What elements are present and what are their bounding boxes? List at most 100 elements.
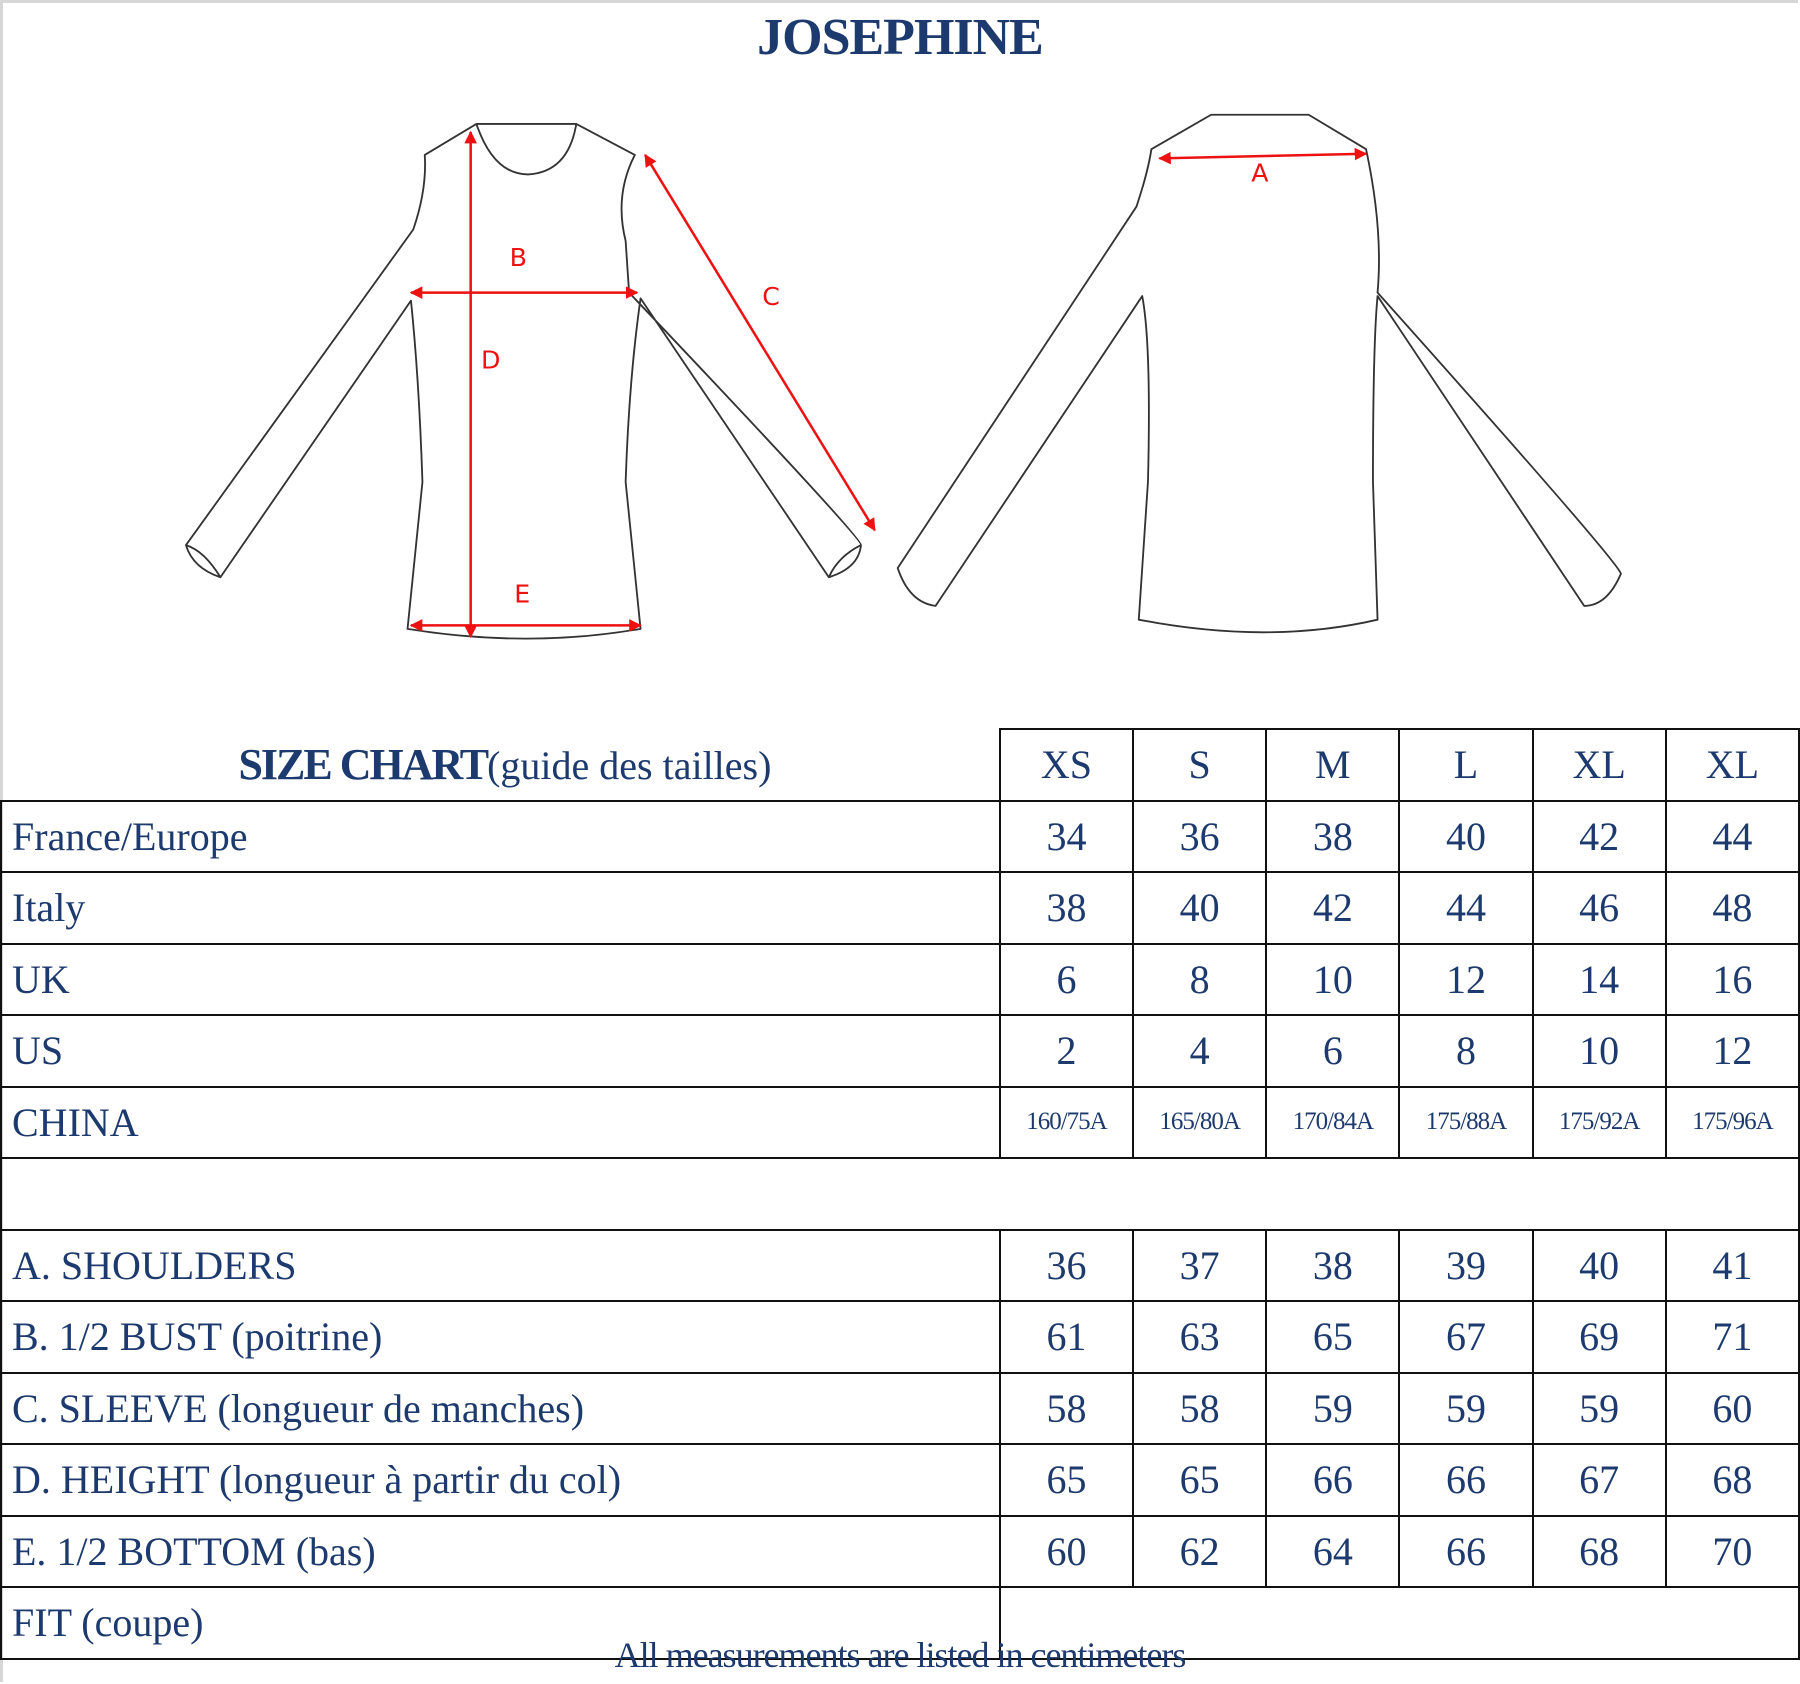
- size-value: 69: [1531, 1300, 1667, 1374]
- size-value: 37: [1132, 1228, 1268, 1302]
- size-value: 58: [998, 1371, 1135, 1445]
- size-value: 48: [1664, 871, 1800, 945]
- size-chart-heading: SIZE CHART(guide des tailles): [1, 729, 1000, 802]
- row-label: D. HEIGHT (longueur à partir du col): [0, 1443, 1001, 1517]
- garment-diagram: B C D E A: [185, 113, 1622, 640]
- size-value: 38: [998, 871, 1135, 945]
- size-value: 175/88A: [1398, 1085, 1534, 1159]
- size-value: 63: [1132, 1300, 1268, 1374]
- label-c: C: [762, 282, 780, 311]
- arrow-c-sleeve: [644, 153, 876, 532]
- size-value: 70: [1664, 1514, 1800, 1588]
- table-row: UK 6 8 10 12 14 16: [0, 942, 1800, 1016]
- size-value: 71: [1664, 1300, 1800, 1374]
- size-value: 41: [1664, 1228, 1800, 1302]
- size-value: 59: [1398, 1371, 1534, 1445]
- size-header-s: S: [1132, 728, 1268, 802]
- size-value: 10: [1531, 1014, 1667, 1088]
- size-value: 46: [1531, 871, 1667, 945]
- size-value: 170/84A: [1265, 1085, 1401, 1159]
- size-chart-table: SIZE CHART(guide des tailles) XS S M L XL XL …: [0, 728, 1800, 1660]
- size-header-l: L: [1398, 728, 1534, 802]
- size-value: 8: [1132, 942, 1268, 1016]
- size-value: 12: [1664, 1014, 1800, 1088]
- row-label: C. SLEEVE (longueur de manches): [0, 1371, 1001, 1445]
- size-value: 60: [998, 1514, 1135, 1588]
- spacer-row: [0, 1157, 1800, 1231]
- size-value: 58: [1132, 1371, 1268, 1445]
- size-value: 160/75A: [998, 1085, 1135, 1159]
- size-value: 68: [1664, 1443, 1800, 1517]
- size-value: 6: [998, 942, 1135, 1016]
- size-value: 59: [1265, 1371, 1401, 1445]
- row-label: France/Europe: [0, 799, 1001, 873]
- row-label: B. 1/2 BUST (poitrine): [0, 1300, 1001, 1374]
- table-row: US 2 4 6 8 10 12: [0, 1014, 1800, 1088]
- size-value: 12: [1398, 942, 1534, 1016]
- size-value: 2: [998, 1014, 1135, 1088]
- size-header-xs: XS: [998, 728, 1135, 802]
- fit-value: [998, 1586, 1800, 1660]
- size-value: 40: [1531, 1228, 1667, 1302]
- label-e: E: [514, 579, 530, 608]
- size-value: 61: [998, 1300, 1135, 1374]
- size-value: 67: [1531, 1443, 1667, 1517]
- front-garment-outline: [185, 123, 862, 640]
- row-label: US: [0, 1014, 1001, 1088]
- size-value: 165/80A: [1132, 1085, 1268, 1159]
- row-label: A. SHOULDERS: [0, 1228, 1001, 1302]
- size-value: 42: [1265, 871, 1401, 945]
- product-title: JOSEPHINE: [757, 9, 1044, 66]
- size-value: 16: [1664, 942, 1800, 1016]
- row-label: E. 1/2 BOTTOM (bas): [0, 1514, 1001, 1588]
- table-row: B. 1/2 BUST (poitrine) 61 63 65 67 69 71: [0, 1300, 1800, 1374]
- size-value: 8: [1398, 1014, 1534, 1088]
- front-neckline: [475, 123, 578, 176]
- table-row: CHINA 160/75A 165/80A 170/84A 175/88A 175/92A…: [0, 1085, 1800, 1159]
- size-value: 68: [1531, 1514, 1667, 1588]
- size-value: 6: [1265, 1014, 1401, 1088]
- size-value: 34: [998, 799, 1135, 873]
- size-value: 66: [1398, 1514, 1534, 1588]
- table-row: A. SHOULDERS 36 37 38 39 40 41: [0, 1228, 1800, 1302]
- size-value: 14: [1531, 942, 1667, 1016]
- size-value: 10: [1265, 942, 1401, 1016]
- size-value: 38: [1265, 1228, 1401, 1302]
- size-value: 38: [1265, 799, 1401, 873]
- size-value: 59: [1531, 1371, 1667, 1445]
- size-value: 65: [1132, 1443, 1268, 1517]
- spacer-cell: [0, 1157, 1800, 1231]
- size-value: 39: [1398, 1228, 1534, 1302]
- size-value: 64: [1265, 1514, 1401, 1588]
- size-value: 62: [1132, 1514, 1268, 1588]
- label-b: B: [510, 243, 527, 272]
- row-label: Italy: [0, 871, 1001, 945]
- size-value: 42: [1531, 799, 1667, 873]
- footer-note: All measurements are listed in centimete…: [614, 1635, 1187, 1675]
- table-row: C. SLEEVE (longueur de manches) 58 58 59 59 5…: [0, 1371, 1800, 1445]
- size-value: 44: [1664, 799, 1800, 873]
- size-header-xl: XL: [1664, 728, 1800, 802]
- size-value: 40: [1398, 799, 1534, 873]
- size-value: 36: [1132, 799, 1268, 873]
- row-label: CHINA: [0, 1085, 1001, 1159]
- size-value: 66: [1398, 1443, 1534, 1517]
- size-value: 40: [1132, 871, 1268, 945]
- table-row: Italy 38 40 42 44 46 48: [0, 871, 1800, 945]
- size-value: 175/96A: [1664, 1085, 1800, 1159]
- size-value: 36: [998, 1228, 1135, 1302]
- size-value: 60: [1664, 1371, 1800, 1445]
- size-value: 65: [998, 1443, 1135, 1517]
- size-header-xl: XL: [1531, 728, 1667, 802]
- fit-row: FIT (coupe): [0, 1586, 1800, 1660]
- size-header-m: M: [1265, 728, 1401, 802]
- label-d: D: [481, 345, 500, 374]
- back-garment-outline: [896, 113, 1622, 634]
- fit-label: FIT (coupe): [0, 1586, 1001, 1660]
- size-value: 175/92A: [1531, 1085, 1667, 1159]
- size-value: 44: [1398, 871, 1534, 945]
- label-a: A: [1251, 158, 1269, 187]
- table-row: D. HEIGHT (longueur à partir du col) 65 65…: [0, 1443, 1800, 1517]
- table-row: E. 1/2 BOTTOM (bas) 60 62 64 66 68 70: [0, 1514, 1800, 1588]
- arrow-a-shoulders: [1158, 147, 1368, 165]
